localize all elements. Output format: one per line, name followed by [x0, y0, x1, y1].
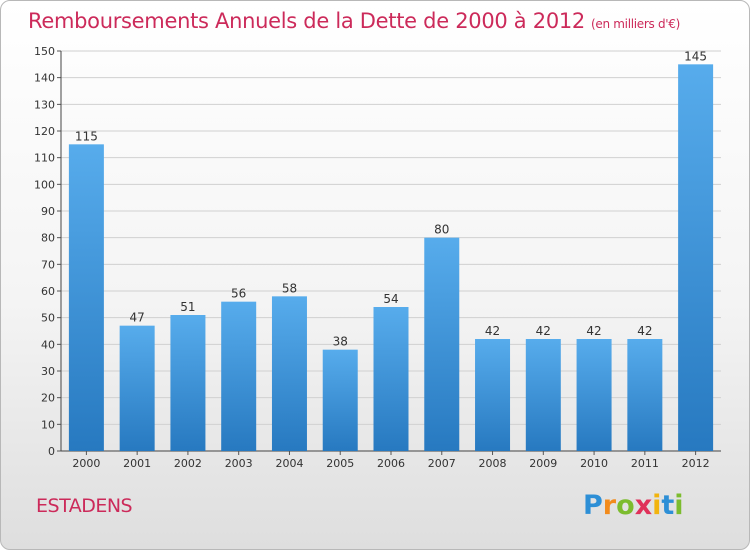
x-tick-label: 2009	[529, 457, 557, 470]
y-tick-label: 30	[41, 365, 55, 378]
chart-title: Remboursements Annuels de la Dette de 20…	[28, 9, 680, 33]
y-tick-label: 110	[34, 152, 55, 165]
bar	[576, 339, 612, 451]
x-tick-label: 2005	[326, 457, 354, 470]
y-tick-label: 70	[41, 258, 55, 271]
x-tick-label: 2006	[377, 457, 405, 470]
data-label: 54	[383, 292, 398, 306]
x-tick-label: 2003	[225, 457, 253, 470]
bars	[68, 64, 714, 452]
data-label: 115	[75, 129, 98, 143]
x-tick-label: 2010	[580, 457, 608, 470]
logo-letter: i	[652, 490, 662, 521]
bar	[373, 307, 409, 451]
bar	[525, 339, 561, 451]
x-tick-label: 2012	[682, 457, 710, 470]
data-label: 56	[231, 287, 246, 301]
logo-letter: i	[674, 490, 684, 521]
data-label: 80	[434, 223, 449, 237]
bar	[119, 325, 155, 451]
data-label: 38	[333, 335, 348, 349]
title-text: Remboursements Annuels de la Dette de 20…	[28, 9, 585, 33]
x-tick-label: 2000	[72, 457, 100, 470]
y-tick-label: 130	[34, 98, 55, 111]
x-tick-label: 2001	[123, 457, 151, 470]
y-tick-label: 60	[41, 285, 55, 298]
bar	[322, 349, 358, 451]
x-tick-label: 2007	[428, 457, 456, 470]
data-labels: 115 47 51 56 58 38 54 80 42 42 42 42 145	[75, 49, 707, 348]
y-tick-label: 80	[41, 232, 55, 245]
data-label: 58	[282, 281, 297, 295]
data-label: 145	[684, 49, 707, 63]
y-tick-label: 100	[34, 178, 55, 191]
y-tick-label: 140	[34, 72, 55, 85]
commune-name: ESTADENS	[36, 495, 133, 517]
x-tick-label: 2008	[479, 457, 507, 470]
logo-letter: o	[616, 490, 635, 521]
data-label: 47	[130, 311, 145, 325]
y-tick-label: 40	[41, 338, 55, 351]
y-tick-label: 0	[48, 445, 55, 458]
axes: 0 10 20 30 40 50 60 70 80 90 100 110 120 130 140 150 200…	[34, 45, 721, 470]
data-label: 51	[180, 300, 195, 314]
y-tick-label: 50	[41, 312, 55, 325]
y-tick-label: 10	[41, 418, 55, 431]
y-tick-label: 90	[41, 205, 55, 218]
bar	[170, 315, 206, 451]
bar	[271, 296, 307, 451]
title-unit: (en milliers d'€)	[591, 17, 681, 31]
x-tick-label: 2002	[174, 457, 202, 470]
logo-letter: r	[602, 490, 617, 521]
data-label: 42	[637, 324, 652, 338]
bar	[475, 339, 511, 451]
bar	[68, 144, 104, 452]
logo-letter: x	[634, 490, 653, 521]
data-label: 42	[485, 324, 500, 338]
y-tick-label: 20	[41, 392, 55, 405]
logo-letter: t	[661, 490, 675, 521]
bar	[221, 301, 257, 451]
bar	[424, 237, 460, 451]
y-tick-label: 150	[34, 45, 55, 58]
y-tick-label: 120	[34, 125, 55, 138]
data-label: 42	[586, 324, 601, 338]
data-label: 42	[536, 324, 551, 338]
x-tick-label: 2004	[275, 457, 303, 470]
logo-letter: P	[583, 490, 603, 521]
proxiti-logo: Proxiti	[583, 490, 684, 521]
bar	[678, 64, 714, 452]
bar	[627, 339, 663, 451]
x-tick-label: 2011	[631, 457, 659, 470]
